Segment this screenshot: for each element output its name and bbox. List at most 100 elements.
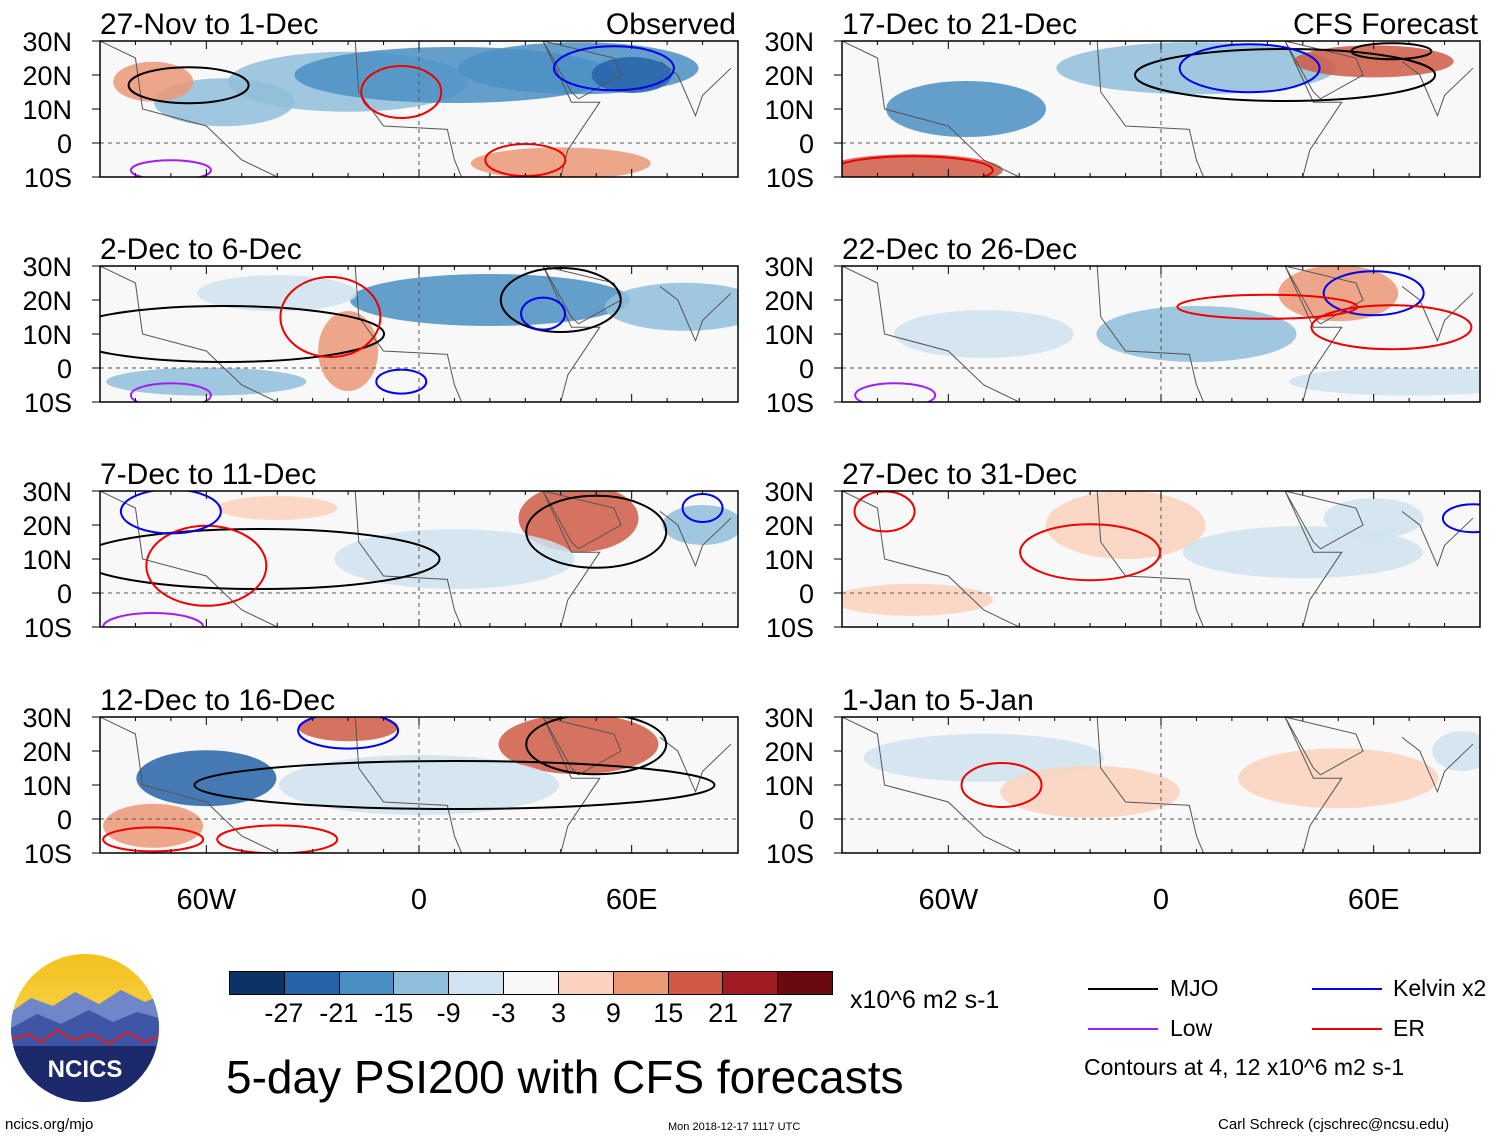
y-tick-label: 10N	[764, 545, 814, 575]
x-tick-label: 60E	[606, 884, 658, 916]
colorbar-tick-label: -15	[374, 998, 414, 1028]
y-tick-label: 10S	[24, 163, 72, 193]
y-tick-label: 30N	[22, 477, 72, 507]
map-panel-3: 7-Dec to 11-Dec 30N 20N 10N 0 10S	[22, 458, 739, 643]
y-tick-label: 10N	[764, 771, 814, 801]
panel-title: 7-Dec to 11-Dec	[100, 458, 316, 491]
y-tick-label: 20N	[22, 286, 72, 316]
legend-line-low	[1088, 1028, 1158, 1030]
x-tick-label: 60E	[1348, 884, 1400, 916]
y-tick-label: 0	[799, 579, 814, 609]
map-panel-6: 22-Dec to 26-Dec 30N 20N 10N 0 10S	[764, 233, 1481, 418]
column-label: CFS Forecast	[1293, 8, 1479, 41]
colorbar-swatch	[778, 972, 832, 994]
y-tick-label: 0	[57, 579, 72, 609]
y-tick-label: 0	[57, 129, 72, 159]
colorbar-tick-label: 3	[550, 998, 566, 1028]
panel-title: 27-Dec to 31-Dec	[842, 458, 1077, 491]
y-tick-label: 0	[799, 805, 814, 835]
colorbar-tick-label: -3	[491, 998, 516, 1028]
legend-label-kelvin: Kelvin x2	[1393, 975, 1487, 1001]
colorbar-tick-label: -9	[436, 998, 461, 1028]
y-tick-label: 20N	[22, 61, 72, 91]
y-tick-label: 10S	[766, 613, 814, 643]
y-tick-label: 30N	[22, 703, 72, 733]
y-tick-label: 20N	[764, 511, 814, 541]
y-tick-label: 10N	[22, 320, 72, 350]
y-tick-label: 0	[57, 354, 72, 384]
map-panel-1: 27-Nov to 1-Dec Observed 30N 20N 10N 0 10S	[22, 8, 739, 193]
y-tick-label: 10S	[24, 613, 72, 643]
map-panel-7: 27-Dec to 31-Dec 30N 20N 10N 0 10S	[764, 458, 1481, 643]
y-tick-label: 10S	[766, 163, 814, 193]
colorbar-swatch	[613, 972, 669, 994]
x-tick-label: 0	[1153, 884, 1169, 916]
y-tick-label: 30N	[22, 252, 72, 282]
colorbar-swatch	[394, 972, 450, 994]
panel-title: 12-Dec to 16-Dec	[100, 684, 335, 717]
colorbar-swatch	[504, 972, 559, 994]
y-tick-label: 30N	[22, 27, 72, 57]
logo-text: NCICS	[48, 1056, 123, 1083]
legend-line-mjo	[1088, 988, 1158, 990]
timestamp: Mon 2018-12-17 1117 UTC	[668, 1121, 801, 1133]
y-tick-label: 10S	[24, 388, 72, 418]
colorbar-tick-label: 21	[708, 998, 739, 1028]
map-panel-2: 2-Dec to 6-Dec 30N 20N 10N 0 10S	[22, 233, 739, 418]
y-tick-label: 0	[799, 129, 814, 159]
panel-title: 17-Dec to 21-Dec	[842, 8, 1077, 41]
chart-title: 5-day PSI200 with CFS forecasts	[226, 1051, 904, 1103]
y-tick-label: 20N	[22, 737, 72, 767]
y-tick-label: 20N	[22, 511, 72, 541]
colorbar-tick-label: -21	[319, 998, 359, 1028]
y-tick-label: 30N	[764, 27, 814, 57]
colorbar-tick-label: 15	[653, 998, 684, 1028]
legend-label-mjo: MJO	[1170, 975, 1219, 1001]
map-panel-5: 17-Dec to 21-Dec CFS Forecast 30N 20N 10N 0 10…	[764, 8, 1481, 193]
colorbar-swatch	[230, 972, 285, 994]
colorbar-swatch	[339, 972, 395, 994]
colorbar-tick-label: 9	[605, 998, 621, 1028]
panel-title: 2-Dec to 6-Dec	[100, 233, 302, 266]
y-tick-label: 10S	[766, 388, 814, 418]
y-tick-label: 10S	[24, 839, 72, 869]
column-label: Observed	[606, 8, 736, 41]
y-tick-label: 10N	[22, 545, 72, 575]
map-panel-8: 1-Jan to 5-Jan 30N 20N 10N 0 10S	[764, 684, 1481, 869]
y-tick-label: 20N	[764, 61, 814, 91]
y-tick-label: 0	[57, 805, 72, 835]
colorbar-swatch	[449, 972, 505, 994]
y-tick-label: 10N	[22, 95, 72, 125]
author-credit: Carl Schreck (cjschrec@ncsu.edu)	[1218, 1116, 1450, 1133]
x-tick-label: 60W	[177, 884, 237, 916]
legend-line-er	[1312, 1028, 1382, 1030]
ncics-logo: NCICS	[11, 954, 159, 1102]
y-tick-label: 10N	[22, 771, 72, 801]
site-url[interactable]: ncics.org/mjo	[5, 1116, 94, 1133]
y-tick-label: 10N	[764, 95, 814, 125]
panel-title: 1-Jan to 5-Jan	[842, 684, 1034, 717]
contour-note: Contours at 4, 12 x10^6 m2 s-1	[1084, 1054, 1405, 1080]
y-tick-label: 20N	[764, 286, 814, 316]
legend-line-kelvin	[1312, 988, 1382, 990]
x-tick-label: 0	[411, 884, 427, 916]
legend-label-er: ER	[1393, 1015, 1425, 1041]
legend-label-low: Low	[1170, 1015, 1213, 1041]
panel-title: 22-Dec to 26-Dec	[842, 233, 1077, 266]
colorbar-swatch	[558, 972, 614, 994]
colorbar-swatch	[723, 972, 779, 994]
y-tick-label: 0	[799, 354, 814, 384]
panel-title: 27-Nov to 1-Dec	[100, 8, 318, 41]
x-tick-label: 60W	[919, 884, 979, 916]
y-tick-label: 10S	[766, 839, 814, 869]
map-panel-4: 12-Dec to 16-Dec 30N 20N 10N 0 10S	[22, 684, 739, 869]
colorbar-tick-label: 27	[763, 998, 794, 1028]
y-tick-label: 30N	[764, 703, 814, 733]
y-tick-label: 30N	[764, 252, 814, 282]
y-tick-label: 30N	[764, 477, 814, 507]
y-tick-label: 10N	[764, 320, 814, 350]
colorbar-tick-label: -27	[264, 998, 304, 1028]
colorbar	[229, 971, 833, 995]
colorbar-swatch	[284, 972, 340, 994]
